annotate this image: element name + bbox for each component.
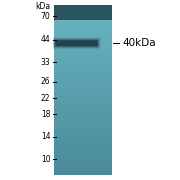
FancyBboxPatch shape	[53, 37, 100, 49]
Bar	[54, 29, 112, 31]
FancyBboxPatch shape	[55, 40, 98, 46]
Bar	[54, 58, 112, 60]
Bar	[54, 156, 112, 158]
Bar	[54, 26, 112, 29]
Bar	[54, 46, 112, 48]
Bar	[54, 16, 112, 18]
Bar	[54, 84, 112, 86]
Bar	[54, 12, 112, 14]
Bar	[54, 69, 112, 71]
Bar	[54, 105, 112, 107]
Bar	[54, 18, 112, 20]
Bar	[54, 151, 112, 153]
Bar	[54, 101, 112, 103]
Text: 10: 10	[41, 155, 50, 164]
Bar	[54, 126, 112, 128]
Bar	[54, 118, 112, 120]
Bar	[54, 94, 112, 96]
Bar	[54, 124, 112, 126]
Bar	[54, 96, 112, 98]
Bar	[54, 43, 112, 46]
Bar	[54, 109, 112, 111]
Bar	[54, 31, 112, 33]
Bar	[54, 20, 112, 22]
Bar	[54, 24, 112, 26]
Bar	[54, 158, 112, 160]
Text: 18: 18	[41, 110, 50, 119]
Bar	[54, 79, 112, 82]
Bar	[54, 5, 112, 20]
Bar	[54, 65, 112, 67]
Bar	[54, 10, 112, 12]
Bar	[54, 33, 112, 35]
Bar	[54, 164, 112, 166]
Text: kDa: kDa	[35, 2, 50, 11]
Bar	[54, 143, 112, 145]
Text: 14: 14	[41, 132, 50, 141]
Bar	[54, 128, 112, 130]
Bar	[54, 170, 112, 172]
Text: 33: 33	[41, 58, 50, 67]
Bar	[54, 122, 112, 124]
Bar	[54, 107, 112, 109]
Bar	[54, 132, 112, 134]
Bar	[54, 149, 112, 151]
Bar	[54, 168, 112, 170]
Bar	[54, 8, 112, 10]
FancyBboxPatch shape	[54, 39, 99, 48]
Bar	[54, 136, 112, 139]
FancyBboxPatch shape	[55, 40, 98, 47]
FancyBboxPatch shape	[53, 38, 100, 48]
Bar	[54, 60, 112, 62]
Bar	[54, 92, 112, 94]
Bar	[54, 71, 112, 73]
Bar	[54, 120, 112, 122]
Bar	[54, 41, 112, 43]
Text: 22: 22	[41, 94, 50, 103]
Bar	[54, 48, 112, 50]
Bar	[54, 14, 112, 16]
Bar	[54, 77, 112, 79]
Bar	[54, 141, 112, 143]
Bar	[54, 166, 112, 168]
Bar	[54, 54, 112, 56]
Bar	[54, 37, 112, 39]
Bar	[54, 39, 112, 41]
Text: 44: 44	[41, 35, 50, 44]
Text: 70: 70	[41, 12, 50, 21]
Bar	[54, 98, 112, 101]
Bar	[54, 75, 112, 77]
Bar	[54, 86, 112, 88]
Bar	[54, 5, 112, 8]
Bar	[54, 56, 112, 58]
Bar	[54, 88, 112, 90]
Bar	[54, 62, 112, 65]
FancyBboxPatch shape	[54, 39, 99, 47]
Bar	[54, 90, 112, 92]
Bar	[54, 145, 112, 147]
Bar	[54, 153, 112, 156]
Bar	[54, 139, 112, 141]
Bar	[54, 162, 112, 164]
Text: 26: 26	[41, 77, 50, 86]
Text: 40kDa: 40kDa	[122, 38, 156, 48]
Bar	[54, 160, 112, 162]
Bar	[54, 111, 112, 113]
Bar	[54, 22, 112, 24]
Bar	[54, 35, 112, 37]
FancyBboxPatch shape	[55, 40, 98, 46]
Bar	[54, 113, 112, 115]
Bar	[54, 134, 112, 136]
Bar	[54, 52, 112, 54]
Bar	[54, 130, 112, 132]
Bar	[54, 172, 112, 175]
Bar	[54, 50, 112, 52]
Bar	[54, 73, 112, 75]
Bar	[54, 147, 112, 149]
Bar	[54, 115, 112, 118]
Bar	[54, 82, 112, 84]
Bar	[54, 103, 112, 105]
Bar	[54, 67, 112, 69]
